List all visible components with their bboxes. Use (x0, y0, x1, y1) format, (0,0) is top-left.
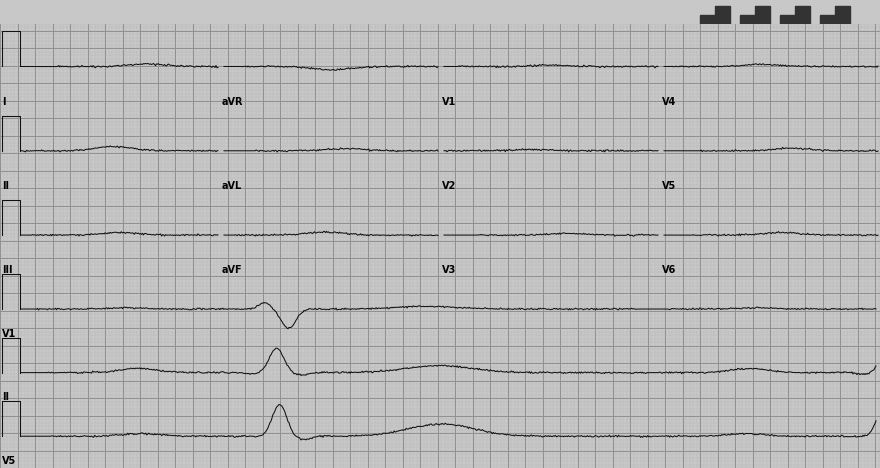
Text: aVL: aVL (222, 181, 242, 191)
Text: aVR: aVR (222, 96, 244, 107)
Text: V1: V1 (442, 96, 456, 107)
Text: I: I (2, 96, 5, 107)
Polygon shape (780, 6, 810, 24)
Text: V5: V5 (662, 181, 676, 191)
Polygon shape (740, 6, 770, 24)
Text: V5: V5 (2, 456, 16, 466)
Text: V6: V6 (662, 265, 676, 275)
Text: aVF: aVF (222, 265, 243, 275)
Polygon shape (700, 6, 730, 24)
Text: V4: V4 (662, 96, 676, 107)
Text: V1: V1 (2, 329, 16, 339)
Text: V3: V3 (442, 265, 456, 275)
Polygon shape (820, 6, 850, 24)
Text: II: II (2, 181, 9, 191)
Text: III: III (2, 265, 12, 275)
Text: V2: V2 (442, 181, 456, 191)
Text: II: II (2, 392, 9, 402)
